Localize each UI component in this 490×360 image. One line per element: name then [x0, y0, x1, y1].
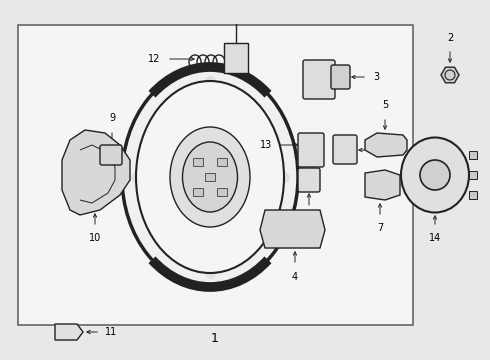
Text: 13: 13 — [260, 140, 272, 150]
FancyBboxPatch shape — [298, 133, 324, 167]
Text: 11: 11 — [105, 327, 117, 337]
FancyBboxPatch shape — [303, 60, 335, 99]
Text: 7: 7 — [377, 223, 383, 233]
Bar — [469, 151, 477, 159]
FancyBboxPatch shape — [224, 43, 248, 73]
Ellipse shape — [170, 127, 250, 227]
Text: 2: 2 — [447, 33, 453, 43]
Bar — [193, 158, 203, 166]
Ellipse shape — [401, 138, 469, 212]
Ellipse shape — [182, 142, 238, 212]
FancyBboxPatch shape — [298, 168, 320, 192]
Polygon shape — [365, 133, 407, 157]
Bar — [469, 171, 477, 179]
Polygon shape — [62, 130, 130, 215]
Text: 3: 3 — [373, 72, 379, 82]
Bar — [18, 25, 413, 325]
Ellipse shape — [420, 160, 450, 190]
Bar — [217, 188, 227, 196]
Bar — [217, 158, 227, 166]
Polygon shape — [441, 67, 459, 83]
Text: 1: 1 — [211, 332, 219, 345]
Text: 4: 4 — [292, 272, 298, 282]
Text: 5: 5 — [382, 100, 388, 110]
FancyBboxPatch shape — [333, 135, 357, 164]
Text: 8: 8 — [306, 214, 312, 224]
Bar — [205, 173, 215, 181]
Text: 6: 6 — [377, 145, 383, 155]
Ellipse shape — [122, 67, 298, 287]
Text: 9: 9 — [109, 113, 115, 123]
Polygon shape — [365, 170, 400, 200]
Text: 14: 14 — [429, 233, 441, 243]
Bar — [193, 188, 203, 196]
Polygon shape — [260, 210, 325, 248]
FancyBboxPatch shape — [100, 145, 122, 165]
Text: 10: 10 — [89, 233, 101, 243]
Polygon shape — [55, 324, 83, 340]
FancyBboxPatch shape — [331, 65, 350, 89]
Ellipse shape — [136, 81, 284, 273]
Bar — [469, 191, 477, 199]
Text: 12: 12 — [147, 54, 160, 64]
